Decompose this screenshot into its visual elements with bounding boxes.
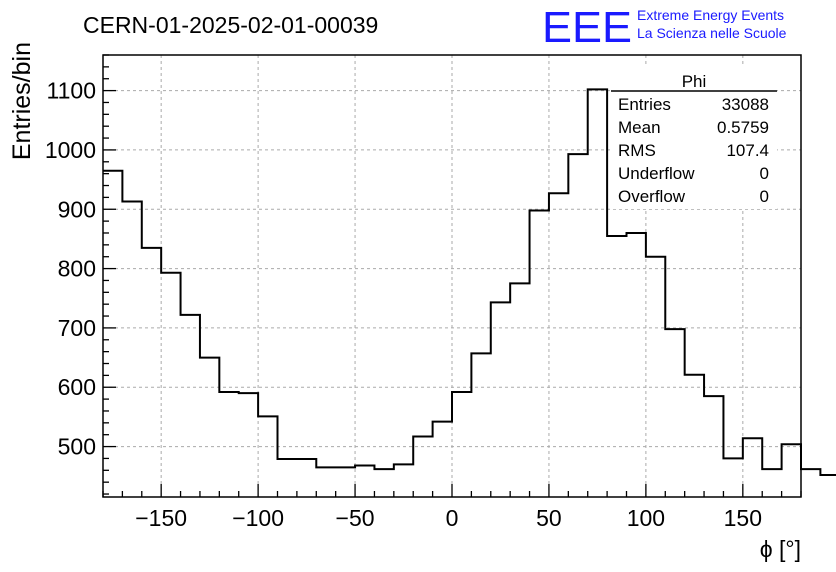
x-tick-label: −150 bbox=[135, 505, 187, 531]
stats-value: 33088 bbox=[722, 95, 769, 114]
x-tick-label: 0 bbox=[446, 505, 459, 531]
histogram-line bbox=[103, 88, 836, 477]
y-tick-label: 1100 bbox=[47, 78, 96, 104]
y-axis: 500 600 700 800 900 1000 1100 bbox=[45, 54, 116, 495]
stats-label: Overflow bbox=[618, 187, 686, 206]
stats-box: Phi Entries 33088 Mean 0.5759 RMS 107.4 Underf… bbox=[611, 67, 777, 209]
x-tick-label: −100 bbox=[232, 505, 284, 531]
y-tick-label: 700 bbox=[58, 315, 96, 341]
project-name: Extreme Energy Events bbox=[637, 7, 784, 23]
stats-label: Entries bbox=[618, 95, 671, 114]
x-tick-label: 50 bbox=[536, 505, 562, 531]
eee-logo: EEE bbox=[542, 3, 632, 52]
x-tick-label: 100 bbox=[627, 505, 665, 531]
project-subtitle: La Scienza nelle Scuole bbox=[637, 25, 787, 41]
stats-title: Phi bbox=[682, 72, 707, 91]
x-tick-label: −50 bbox=[336, 505, 375, 531]
stats-value: 0 bbox=[760, 187, 769, 206]
x-tick-label: 150 bbox=[724, 505, 762, 531]
chart-title: CERN-01-2025-02-01-00039 bbox=[83, 12, 378, 38]
stats-label: RMS bbox=[618, 141, 656, 160]
x-axis-title: ϕ [°] bbox=[760, 536, 801, 562]
y-tick-label: 600 bbox=[58, 374, 96, 400]
y-axis-title: Entries/bin bbox=[8, 42, 36, 160]
y-tick-label: 900 bbox=[58, 196, 96, 222]
y-tick-label: 800 bbox=[58, 256, 96, 282]
stats-value: 0.5759 bbox=[717, 118, 769, 137]
x-axis: −150 −100 −50 0 50 100 150 bbox=[102, 484, 802, 531]
y-tick-label: 1000 bbox=[45, 137, 96, 163]
stats-rows: Entries 33088 Mean 0.5759 RMS 107.4 Underflow 0… bbox=[618, 95, 769, 206]
stats-label: Mean bbox=[618, 118, 661, 137]
stats-value: 107.4 bbox=[726, 141, 769, 160]
y-tick-label: 500 bbox=[58, 434, 96, 460]
stats-value: 0 bbox=[760, 164, 769, 183]
stats-label: Underflow bbox=[618, 164, 695, 183]
